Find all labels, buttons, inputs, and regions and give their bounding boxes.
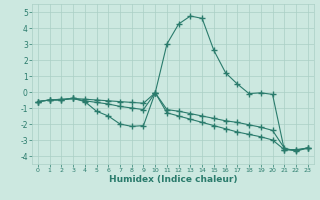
X-axis label: Humidex (Indice chaleur): Humidex (Indice chaleur) <box>108 175 237 184</box>
